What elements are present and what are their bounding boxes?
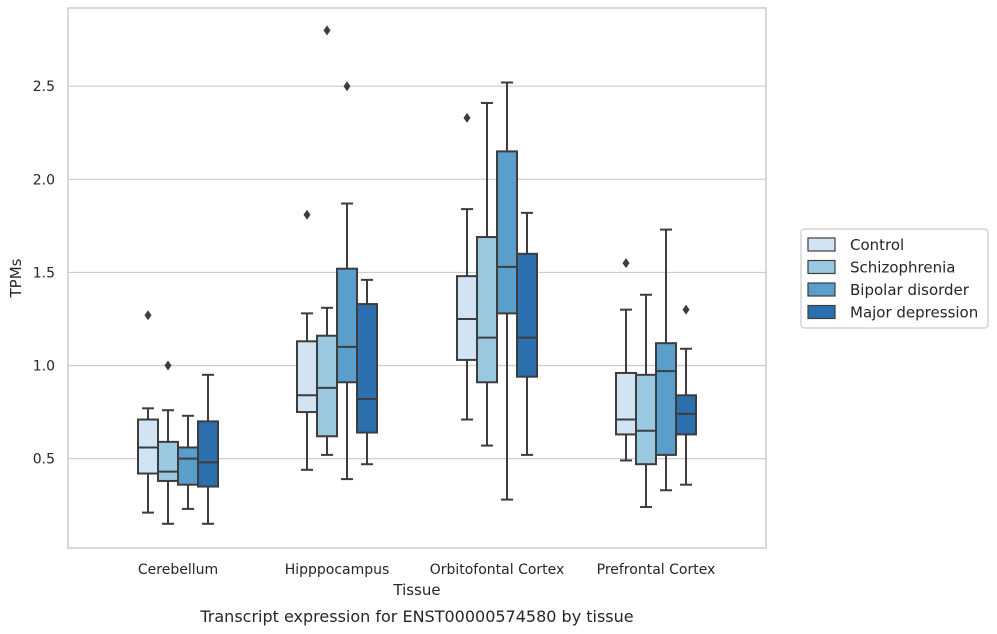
y-tick-label: 1.5 xyxy=(33,265,55,281)
x-tick-label: Orbitofontal Cortex xyxy=(430,562,565,578)
x-tick-labels: Cerebellum Hipppocampus Orbitofontal Corte… xyxy=(138,562,715,578)
box xyxy=(615,371,637,436)
box xyxy=(177,446,199,486)
box-plot xyxy=(655,228,677,492)
series-schizophrenia xyxy=(157,25,657,525)
box xyxy=(157,440,179,482)
box-plot xyxy=(296,209,318,471)
legend: Control Schizophrenia Bipolar disorder Majo… xyxy=(800,228,989,329)
box-plot xyxy=(336,81,358,481)
legend-item: Control xyxy=(807,236,904,254)
series-major-depression xyxy=(197,211,697,525)
box xyxy=(476,236,498,384)
outlier-point xyxy=(622,258,630,269)
outlier-point xyxy=(343,81,351,92)
outlier-point xyxy=(303,209,311,220)
outlier-point xyxy=(323,25,331,36)
box-plot xyxy=(496,81,518,501)
box-plot xyxy=(356,278,378,466)
plot-frame xyxy=(67,7,767,549)
box xyxy=(635,373,657,466)
outlier-point xyxy=(682,304,690,315)
outlier-point xyxy=(164,360,172,371)
outlier-point xyxy=(144,310,152,321)
box xyxy=(496,150,518,315)
x-tick-label: Hipppocampus xyxy=(285,562,390,578)
box-plot xyxy=(516,211,538,456)
legend-item: Bipolar disorder xyxy=(807,281,970,299)
box xyxy=(296,340,318,414)
y-tick-label: 0.5 xyxy=(33,452,55,468)
y-tick-label: 1.0 xyxy=(33,359,55,375)
legend-label: Major depression xyxy=(850,304,978,322)
box-plot xyxy=(197,373,219,525)
box-plot xyxy=(635,293,657,509)
legend-label: Control xyxy=(850,236,904,254)
x-tick-label: Prefrontal Cortex xyxy=(597,562,716,578)
box xyxy=(316,334,338,438)
boxes xyxy=(137,25,697,525)
box-plot xyxy=(137,310,159,514)
legend-frame xyxy=(800,228,989,329)
box xyxy=(336,267,358,384)
legend-label: Bipolar disorder xyxy=(850,281,970,299)
x-axis-label: Tissue xyxy=(392,581,440,599)
series-bipolar-disorder xyxy=(177,81,677,510)
box xyxy=(356,303,378,434)
box-plot xyxy=(675,304,697,486)
outlier-point xyxy=(463,112,471,123)
box-plot xyxy=(316,25,338,456)
plot-area xyxy=(67,7,767,549)
legend-item: Schizophrenia xyxy=(807,259,955,277)
legend-swatch xyxy=(807,282,836,297)
box xyxy=(655,342,677,456)
x-tick-label: Cerebellum xyxy=(138,562,218,578)
y-tick-labels: 0.5 1.0 1.5 2.0 2.5 xyxy=(33,79,55,467)
legend-label: Schizophrenia xyxy=(850,259,955,277)
legend-swatch xyxy=(807,259,836,275)
box-plot xyxy=(157,360,179,525)
legend-item: Major depression xyxy=(807,304,978,322)
box-plot xyxy=(476,101,498,447)
legend-swatch xyxy=(807,304,836,320)
box-plot xyxy=(177,414,199,510)
y-tick-label: 2.5 xyxy=(33,79,55,95)
chart-caption: Transcript expression for ENST0000057458… xyxy=(199,607,633,626)
box-plot xyxy=(615,258,637,462)
y-tick-label: 2.0 xyxy=(33,172,55,188)
box xyxy=(516,252,538,378)
y-axis-label: TPMs xyxy=(7,258,25,298)
legend-swatch xyxy=(807,237,836,252)
box xyxy=(197,420,219,488)
box-plot xyxy=(456,112,478,421)
